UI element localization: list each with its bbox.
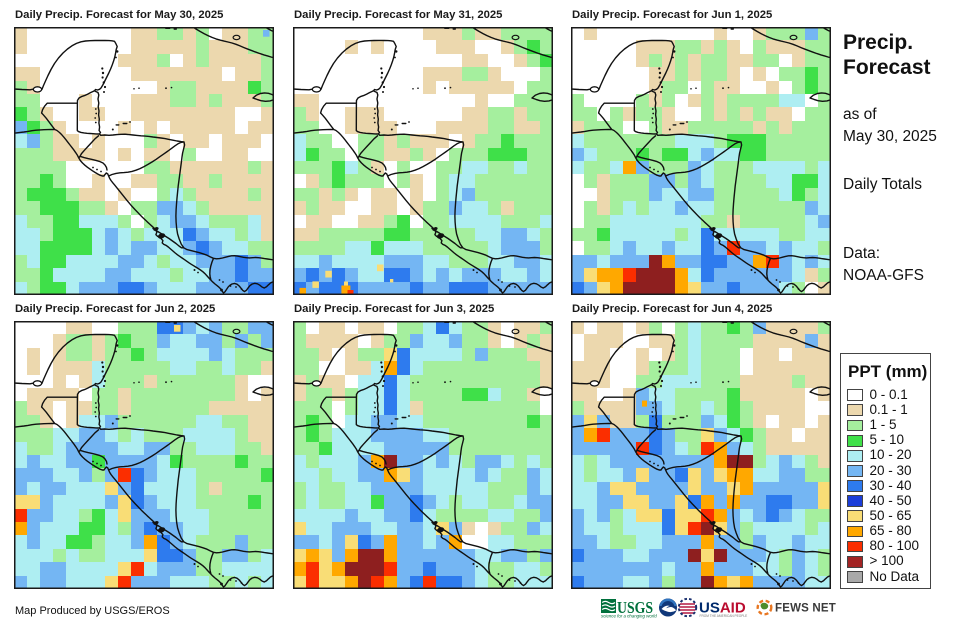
svg-text:USAID: USAID xyxy=(699,600,746,617)
svg-text:FROM THE AMERICAN PEOPLE: FROM THE AMERICAN PEOPLE xyxy=(700,614,748,618)
svg-text:FEWS NET: FEWS NET xyxy=(775,603,836,615)
svg-text:science for a changing world: science for a changing world xyxy=(601,614,657,619)
svg-text:USGS: USGS xyxy=(617,598,653,617)
